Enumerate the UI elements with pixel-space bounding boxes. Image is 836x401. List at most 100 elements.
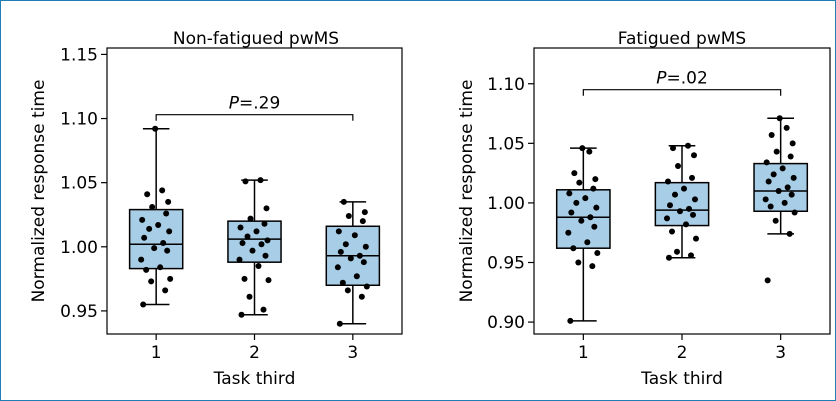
x-tick-label: 2 [249,343,260,363]
data-point [360,259,367,266]
data-point [686,205,692,212]
data-point [566,190,573,197]
data-point [359,218,366,225]
data-point [762,196,769,203]
data-point [262,252,269,259]
data-point [339,279,346,286]
data-point [239,239,246,246]
data-point [665,178,671,185]
data-point [768,131,775,138]
data-point [146,225,153,232]
data-point [575,259,582,266]
data-point [683,221,689,228]
y-tick-label: 1.10 [487,75,525,95]
x-axis-label: Task third [213,369,296,389]
data-point [261,220,268,227]
box-2 [654,144,710,259]
data-point [775,188,782,194]
data-point [776,115,783,122]
significance-label: P=.29 [229,94,281,114]
y-tick-label: 0.95 [487,254,525,274]
data-point [149,204,156,211]
data-point [590,185,597,192]
data-point [586,148,593,155]
data-point [164,247,171,254]
x-tick-label: 3 [775,343,786,363]
y-tick-label: 0.90 [487,313,525,333]
data-point [692,196,698,203]
data-point [265,277,272,284]
data-point [594,249,601,256]
box-iqr [753,162,809,213]
data-point [764,277,771,284]
data-point [244,233,251,240]
data-point [789,140,796,147]
data-point [237,224,244,231]
data-point [578,217,585,224]
y-tick-label: 1.10 [60,110,98,130]
data-point [666,254,672,261]
data-point [347,255,354,262]
box-2 [227,179,282,316]
data-point [342,241,349,248]
data-point [362,243,369,250]
data-point [781,199,788,206]
x-tick-label: 2 [677,343,688,363]
data-point [264,237,271,244]
data-point [345,213,352,220]
data-point [589,263,596,270]
data-point [361,209,368,216]
data-point [358,293,365,300]
y-axis-label: Normalized response time [457,80,477,303]
data-point [337,248,344,255]
data-point [162,287,169,294]
data-point [675,162,681,169]
data-point [667,202,673,209]
data-point [765,178,772,185]
data-point [157,264,164,271]
data-point [167,275,174,282]
data-point [140,301,147,308]
data-point [592,176,599,183]
data-point [690,211,696,218]
data-point [335,228,342,235]
data-point [258,241,265,248]
data-point [576,179,583,186]
data-point [681,185,687,192]
data-point [770,171,777,178]
data-point [340,198,347,205]
data-point [163,210,170,217]
data-point [353,273,360,280]
data-point [241,275,248,282]
data-point [260,306,267,313]
data-point [249,247,256,254]
data-point [344,287,351,294]
data-point [159,187,166,194]
data-point [138,256,145,263]
y-tick-label: 1.00 [487,194,525,214]
data-point [363,283,370,290]
data-point [584,239,591,246]
chart-title: Non-fatigued pwMS [173,29,339,49]
data-point [772,217,779,224]
data-point [257,177,264,184]
data-point [670,145,676,152]
data-point [685,142,691,149]
data-point [773,148,780,155]
data-point [263,205,270,212]
data-point [691,152,697,159]
data-point [242,178,249,185]
x-axis-label: Task third [640,369,723,389]
x-tick-label: 1 [578,343,589,363]
y-tick-label: 0.95 [60,302,98,322]
data-point [763,159,770,166]
data-point [591,223,598,230]
data-point [664,215,670,222]
y-tick-label: 1.05 [60,174,98,194]
data-point [791,209,798,216]
data-point [356,252,363,259]
significance-bracket [155,114,354,121]
data-point [786,230,793,237]
x-tick-label: 3 [347,343,358,363]
data-point [567,317,574,324]
